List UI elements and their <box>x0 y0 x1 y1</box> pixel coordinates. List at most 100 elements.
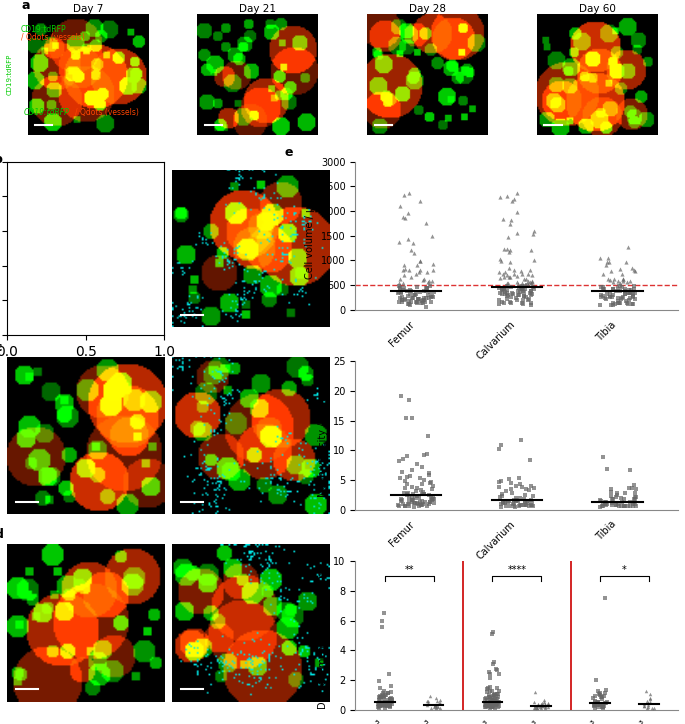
Point <box>523 279 534 290</box>
Point <box>518 281 529 292</box>
Point <box>599 283 610 295</box>
Point <box>408 497 419 509</box>
Point <box>406 271 417 282</box>
Point <box>531 702 542 713</box>
Point <box>382 699 393 711</box>
Point <box>627 291 638 303</box>
Point <box>373 698 384 710</box>
Point <box>484 690 495 702</box>
Point <box>621 277 632 288</box>
Point <box>638 698 649 710</box>
Point <box>484 699 495 711</box>
Point <box>425 286 436 298</box>
Point <box>499 288 510 300</box>
Point <box>611 285 622 297</box>
Point <box>620 256 631 268</box>
Point <box>487 701 498 712</box>
Point <box>520 499 531 510</box>
Point <box>482 700 493 712</box>
Point <box>513 500 524 512</box>
Point <box>423 467 434 479</box>
Point <box>425 496 436 508</box>
Point <box>603 274 614 285</box>
Point <box>608 300 619 311</box>
Point <box>606 266 616 277</box>
Point <box>408 489 419 500</box>
Point <box>628 298 639 310</box>
Point <box>426 290 437 302</box>
Point <box>625 292 636 303</box>
Point <box>482 700 493 712</box>
Point <box>416 500 427 511</box>
Point <box>516 500 527 511</box>
Point <box>543 699 553 710</box>
Point <box>597 284 608 295</box>
Point <box>608 284 619 295</box>
Title: Day 28: Day 28 <box>409 4 446 14</box>
Point <box>543 702 553 713</box>
Point <box>514 286 525 298</box>
Point <box>589 701 600 712</box>
Point <box>407 494 418 506</box>
Point <box>383 698 394 710</box>
Point <box>401 489 412 500</box>
Point <box>610 499 621 510</box>
Point <box>623 500 634 511</box>
Point <box>379 691 390 703</box>
Point <box>406 285 416 296</box>
Point <box>386 696 397 708</box>
Point <box>530 702 540 714</box>
Point <box>506 281 516 292</box>
Point <box>598 701 609 712</box>
Point <box>399 475 410 487</box>
Point <box>612 275 623 287</box>
Point <box>420 296 431 308</box>
Point <box>525 277 536 289</box>
Point <box>379 702 390 714</box>
Point <box>490 694 501 705</box>
Point <box>404 471 415 482</box>
Point <box>425 280 436 292</box>
Point <box>612 295 623 307</box>
Point <box>487 701 498 712</box>
Point <box>616 292 627 303</box>
Point <box>374 699 385 711</box>
Point <box>533 699 544 711</box>
Point <box>488 690 499 702</box>
Point <box>516 269 527 280</box>
Point <box>404 285 415 296</box>
Point <box>539 694 550 706</box>
Point <box>487 685 498 696</box>
Point <box>509 494 520 506</box>
Point <box>516 283 527 295</box>
Point <box>513 282 524 294</box>
Point <box>516 283 527 295</box>
Point <box>640 685 651 696</box>
Point <box>385 693 396 704</box>
Point <box>385 681 396 692</box>
Point <box>525 245 536 256</box>
Point <box>534 700 545 712</box>
Point <box>506 195 517 206</box>
Point <box>515 265 526 277</box>
Point <box>407 492 418 504</box>
Point <box>620 487 631 499</box>
Point <box>525 286 536 298</box>
Point <box>412 458 423 470</box>
Point <box>608 276 619 287</box>
Point <box>493 443 504 455</box>
Point <box>502 497 513 508</box>
Point <box>615 297 626 308</box>
Point <box>618 276 629 287</box>
Point <box>525 264 536 276</box>
Point <box>512 495 523 507</box>
Point <box>599 292 610 303</box>
Point <box>526 275 537 287</box>
Text: / Qdots (vessels): / Qdots (vessels) <box>75 109 139 117</box>
Point <box>537 700 548 712</box>
Point <box>403 295 414 307</box>
Point <box>490 696 501 707</box>
Point <box>630 483 641 494</box>
Point <box>421 699 432 711</box>
Point <box>373 701 384 712</box>
